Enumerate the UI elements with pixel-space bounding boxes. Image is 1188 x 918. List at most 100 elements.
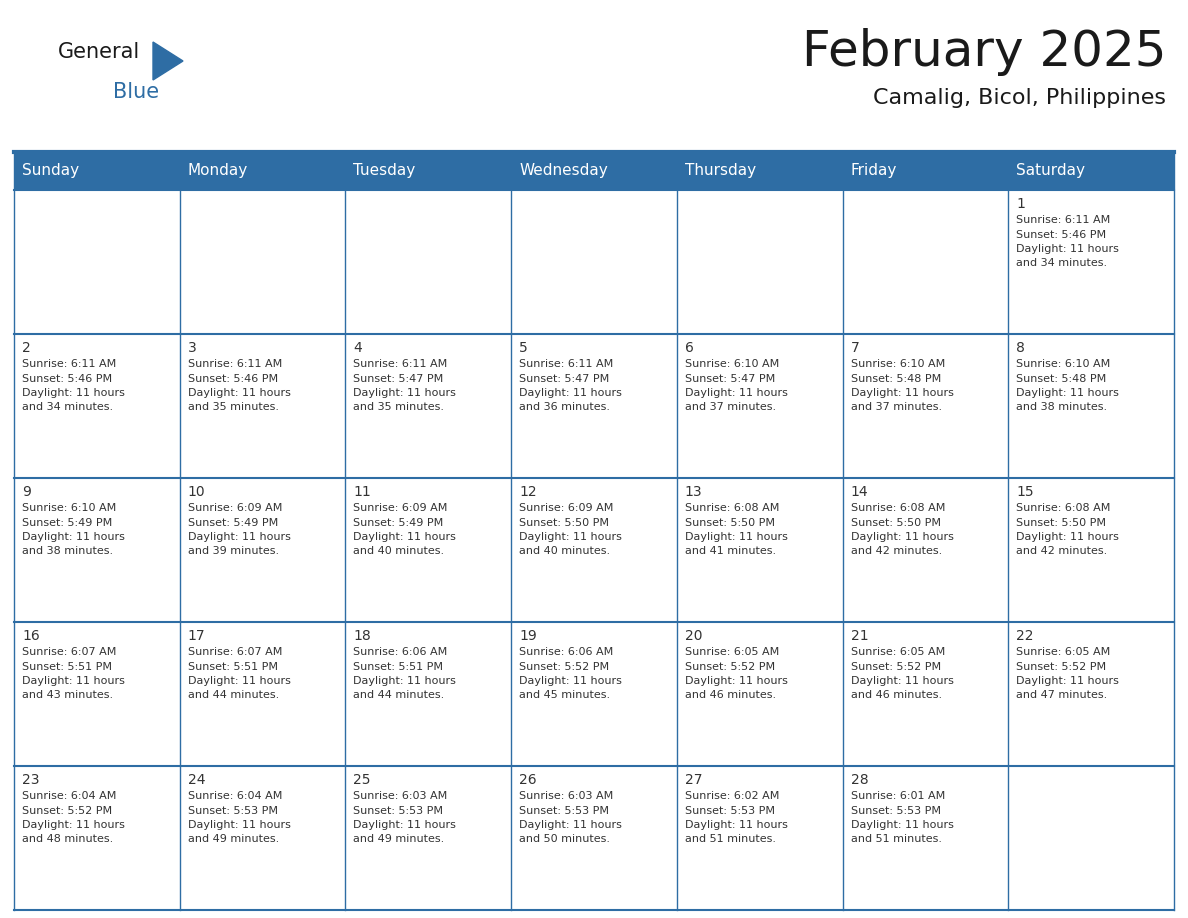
Text: 19: 19 [519,629,537,643]
Text: Sunset: 5:46 PM: Sunset: 5:46 PM [1016,230,1106,240]
Text: Sunset: 5:53 PM: Sunset: 5:53 PM [851,805,941,815]
Text: and 49 minutes.: and 49 minutes. [353,834,444,845]
Text: 17: 17 [188,629,206,643]
Text: 2: 2 [23,341,31,355]
Text: Sunrise: 6:11 AM: Sunrise: 6:11 AM [519,359,613,369]
Text: and 40 minutes.: and 40 minutes. [519,546,611,556]
Text: 5: 5 [519,341,527,355]
Bar [677,478,842,622]
Text: Sunset: 5:52 PM: Sunset: 5:52 PM [519,662,609,671]
Text: Sunrise: 6:05 AM: Sunrise: 6:05 AM [851,647,944,657]
Text: and 45 minutes.: and 45 minutes. [519,690,611,700]
Text: Sunrise: 6:06 AM: Sunrise: 6:06 AM [519,647,613,657]
Text: Sunrise: 6:03 AM: Sunrise: 6:03 AM [519,791,613,801]
Bar [14,190,179,334]
Text: Daylight: 11 hours: Daylight: 11 hours [851,532,954,542]
Bar [511,478,677,622]
Text: Sunset: 5:53 PM: Sunset: 5:53 PM [684,805,775,815]
Text: Sunset: 5:46 PM: Sunset: 5:46 PM [188,374,278,384]
Bar [1009,478,1174,622]
Text: and 37 minutes.: and 37 minutes. [851,402,942,412]
Text: Sunrise: 6:03 AM: Sunrise: 6:03 AM [353,791,448,801]
Text: Sunrise: 6:04 AM: Sunrise: 6:04 AM [23,791,116,801]
Text: February 2025: February 2025 [802,28,1165,76]
Text: Daylight: 11 hours: Daylight: 11 hours [519,532,623,542]
Text: Daylight: 11 hours: Daylight: 11 hours [1016,676,1119,686]
Bar [179,478,346,622]
Text: Daylight: 11 hours: Daylight: 11 hours [519,820,623,830]
Text: Daylight: 11 hours: Daylight: 11 hours [851,676,954,686]
Text: Sunrise: 6:04 AM: Sunrise: 6:04 AM [188,791,282,801]
Text: 20: 20 [684,629,702,643]
Text: and 44 minutes.: and 44 minutes. [188,690,279,700]
Text: 6: 6 [684,341,694,355]
Bar [677,190,842,334]
Text: Daylight: 11 hours: Daylight: 11 hours [353,532,456,542]
Bar [842,190,1009,334]
Text: and 43 minutes.: and 43 minutes. [23,690,113,700]
Text: 28: 28 [851,773,868,787]
Bar [179,334,346,478]
Text: Daylight: 11 hours: Daylight: 11 hours [188,820,291,830]
Bar [842,478,1009,622]
Text: 21: 21 [851,629,868,643]
Text: Tuesday: Tuesday [353,163,416,178]
Text: and 49 minutes.: and 49 minutes. [188,834,279,845]
Text: 4: 4 [353,341,362,355]
Text: Sunrise: 6:10 AM: Sunrise: 6:10 AM [851,359,944,369]
Text: 23: 23 [23,773,39,787]
Text: Sunrise: 6:09 AM: Sunrise: 6:09 AM [519,503,613,513]
Text: and 46 minutes.: and 46 minutes. [851,690,942,700]
Text: Sunrise: 6:09 AM: Sunrise: 6:09 AM [353,503,448,513]
Text: Sunset: 5:46 PM: Sunset: 5:46 PM [23,374,112,384]
Text: Daylight: 11 hours: Daylight: 11 hours [684,532,788,542]
Text: and 47 minutes.: and 47 minutes. [1016,690,1107,700]
Bar [179,766,346,910]
Text: Sunrise: 6:05 AM: Sunrise: 6:05 AM [684,647,779,657]
Text: Daylight: 11 hours: Daylight: 11 hours [23,820,125,830]
Text: Sunset: 5:51 PM: Sunset: 5:51 PM [353,662,443,671]
Text: Daylight: 11 hours: Daylight: 11 hours [1016,244,1119,254]
Bar [1009,622,1174,766]
Text: and 35 minutes.: and 35 minutes. [188,402,279,412]
Text: Wednesday: Wednesday [519,163,608,178]
Text: Sunrise: 6:11 AM: Sunrise: 6:11 AM [353,359,448,369]
Text: and 51 minutes.: and 51 minutes. [684,834,776,845]
Text: 12: 12 [519,485,537,499]
Text: Sunrise: 6:07 AM: Sunrise: 6:07 AM [23,647,116,657]
Text: and 36 minutes.: and 36 minutes. [519,402,611,412]
Text: Daylight: 11 hours: Daylight: 11 hours [188,676,291,686]
Text: Monday: Monday [188,163,248,178]
Text: Sunset: 5:53 PM: Sunset: 5:53 PM [188,805,278,815]
Bar [179,622,346,766]
Text: Sunset: 5:52 PM: Sunset: 5:52 PM [1016,662,1106,671]
Text: and 50 minutes.: and 50 minutes. [519,834,611,845]
Bar [346,478,511,622]
Text: Daylight: 11 hours: Daylight: 11 hours [353,388,456,398]
Bar [14,622,179,766]
Bar [346,190,511,334]
Text: and 38 minutes.: and 38 minutes. [23,546,113,556]
Text: 10: 10 [188,485,206,499]
Text: and 46 minutes.: and 46 minutes. [684,690,776,700]
Text: and 39 minutes.: and 39 minutes. [188,546,279,556]
Bar [346,334,511,478]
Bar [346,622,511,766]
Text: Sunset: 5:49 PM: Sunset: 5:49 PM [23,518,112,528]
Bar [1009,766,1174,910]
Text: Daylight: 11 hours: Daylight: 11 hours [188,388,291,398]
Bar [842,622,1009,766]
Text: Sunset: 5:51 PM: Sunset: 5:51 PM [188,662,278,671]
Text: and 37 minutes.: and 37 minutes. [684,402,776,412]
Text: and 42 minutes.: and 42 minutes. [851,546,942,556]
Text: Sunrise: 6:05 AM: Sunrise: 6:05 AM [1016,647,1111,657]
Text: 18: 18 [353,629,371,643]
Text: Daylight: 11 hours: Daylight: 11 hours [23,388,125,398]
Bar [677,334,842,478]
Text: Sunrise: 6:11 AM: Sunrise: 6:11 AM [1016,215,1111,225]
Text: Daylight: 11 hours: Daylight: 11 hours [851,388,954,398]
Text: Sunset: 5:52 PM: Sunset: 5:52 PM [684,662,775,671]
Text: 1: 1 [1016,197,1025,211]
Text: Sunrise: 6:11 AM: Sunrise: 6:11 AM [188,359,282,369]
Text: and 42 minutes.: and 42 minutes. [1016,546,1107,556]
